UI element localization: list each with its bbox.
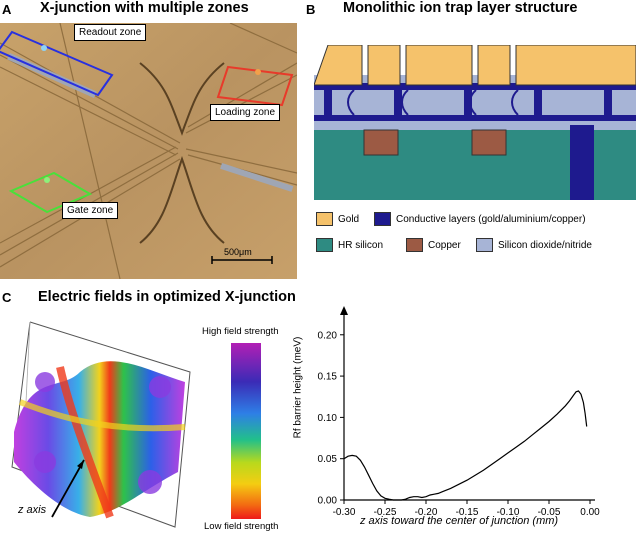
- legend-silicon-dioxide-label: Silicon dioxide/nitride: [498, 239, 592, 251]
- panel-c-title: Electric fields in optimized X-junction: [38, 289, 296, 305]
- x-tick-label: -0.25: [374, 507, 397, 518]
- legend-gold-label: Gold: [338, 213, 360, 225]
- y-axis-arrow-icon: [340, 306, 348, 315]
- scale-bar-label: 500μm: [224, 247, 252, 257]
- legend-copper: Copper: [406, 238, 461, 252]
- x-axis-label: z axis toward the center of junction (mm…: [360, 515, 559, 527]
- legend-hr-silicon: HR silicon: [316, 238, 383, 252]
- gate-zone-box: [8, 171, 93, 214]
- colorbar: [231, 343, 261, 519]
- panel-c-letter: C: [2, 290, 12, 305]
- barrier-height-chart: 0.00 0.05 0.10 0.15 0.20 -0.30 -0.25 -0.20 -0.1…: [318, 306, 600, 518]
- series-line: [343, 390, 588, 501]
- x-tick-label: -0.10: [497, 507, 520, 518]
- y-tick-label: 0.10: [318, 413, 338, 424]
- legend-silicon-dioxide-swatch: [476, 238, 493, 252]
- y-axis-label: Rf barrier height (meV): [292, 336, 304, 439]
- z-axis-label: z axis: [18, 504, 47, 516]
- legend-conductive-swatch: [374, 212, 391, 226]
- colorbar-top-label: High field strength: [202, 326, 279, 337]
- x-tick-label: -0.15: [456, 507, 479, 518]
- y-tick-label: 0.05: [318, 454, 338, 465]
- legend-copper-swatch: [406, 238, 423, 252]
- legend-gold-swatch: [316, 212, 333, 226]
- x-tick-label: -0.20: [415, 507, 438, 518]
- junction-micrograph: [0, 23, 297, 279]
- legend-copper-label: Copper: [428, 239, 461, 251]
- legend-conductive-label: Conductive layers (gold/aluminium/copper…: [396, 213, 586, 225]
- field-surface-plot: [11, 321, 191, 528]
- panel-a-letter: A: [2, 2, 12, 17]
- gate-zone-label: Gate zone: [62, 202, 119, 219]
- panel-a-title: X-junction with multiple zones: [40, 0, 249, 16]
- x-tick-label: -0.30: [333, 507, 356, 518]
- loading-zone-box: [216, 65, 294, 107]
- panel-b-title: Monolithic ion trap layer structure: [343, 0, 578, 16]
- colorbar-bottom-label: Low field strength: [204, 521, 279, 532]
- legend-hr-silicon-swatch: [316, 238, 333, 252]
- x-tick-label: -0.05: [538, 507, 561, 518]
- readout-zone-box: [0, 30, 114, 97]
- y-tick-label: 0.00: [318, 496, 338, 507]
- y-tick-label: 0.15: [318, 372, 338, 383]
- panel-b-letter: B: [306, 2, 316, 17]
- legend-gold: Gold: [316, 212, 359, 226]
- x-tick-label: 0.00: [580, 507, 600, 518]
- legend-silicon-dioxide: Silicon dioxide/nitride: [476, 238, 592, 252]
- legend-conductive: Conductive layers (gold/aluminium/copper…: [374, 212, 586, 226]
- y-tick-label: 0.20: [318, 330, 338, 341]
- readout-zone-label: Readout zone: [74, 24, 147, 41]
- layer-structure-diagram: [314, 45, 636, 200]
- loading-zone-label: Loading zone: [210, 104, 281, 121]
- legend-hr-silicon-label: HR silicon: [338, 239, 384, 251]
